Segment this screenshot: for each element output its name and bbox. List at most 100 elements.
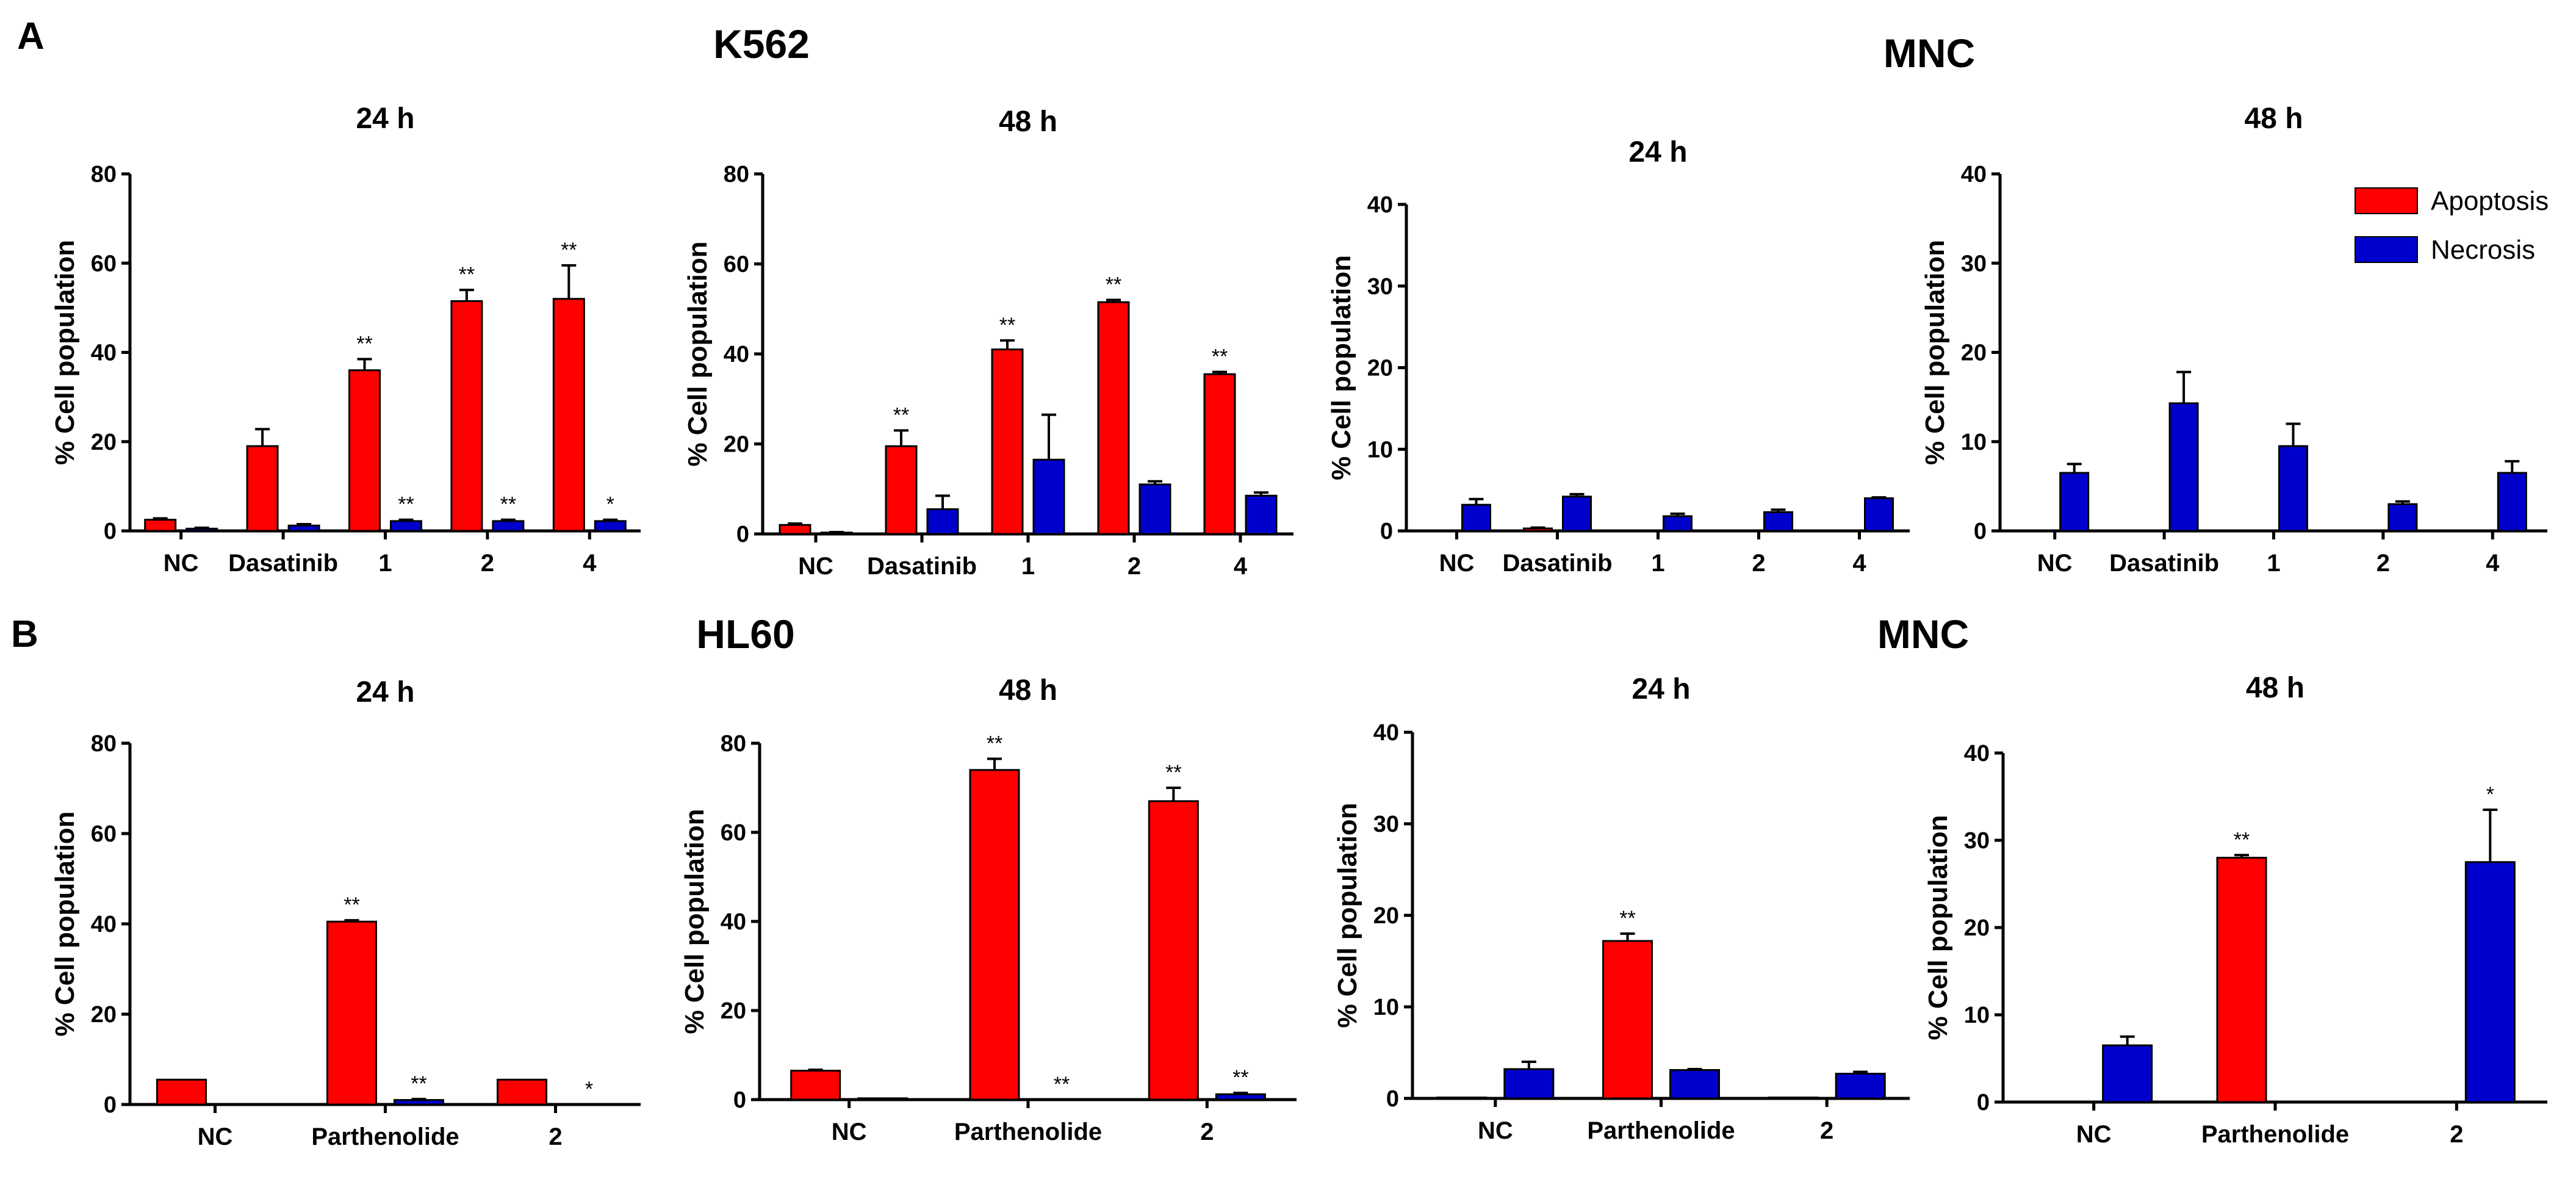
significance-marker: ** bbox=[893, 403, 909, 427]
group-title-k562: K562 bbox=[713, 21, 810, 67]
bar-necrosis bbox=[2464, 861, 2516, 1103]
y-tick-label: 0 bbox=[736, 522, 749, 547]
y-tick-label: 40 bbox=[1964, 741, 1990, 766]
significance-marker: ** bbox=[344, 893, 359, 917]
x-category-label: 2 bbox=[2376, 550, 2390, 577]
y-axis-label: % Cell population bbox=[1920, 240, 1950, 465]
significance-marker: ** bbox=[398, 493, 414, 516]
y-tick-label: 0 bbox=[1974, 519, 1987, 544]
y-axis-label: % Cell population bbox=[1326, 255, 1356, 480]
y-tick-label: 20 bbox=[1964, 915, 1990, 941]
chart-8: 48 h % Cell population 0 10 20 30 40 NC Partheno… bbox=[1923, 672, 2547, 1148]
bar-apoptosis bbox=[326, 920, 377, 1106]
significance-marker: ** bbox=[459, 263, 475, 286]
significance-marker: ** bbox=[1165, 761, 1181, 784]
y-tick-label: 40 bbox=[91, 341, 117, 366]
group-title-hl60: HL60 bbox=[696, 611, 794, 657]
x-category-label: 2 bbox=[549, 1123, 562, 1150]
legend-label-necrosis: Necrosis bbox=[2431, 235, 2535, 265]
chart-title: 48 h bbox=[2246, 672, 2304, 704]
bar-necrosis bbox=[1763, 511, 1793, 532]
bar-necrosis bbox=[2168, 402, 2199, 532]
bar-necrosis bbox=[2497, 472, 2527, 532]
significance-marker: ** bbox=[500, 493, 516, 516]
x-category-label: 2 bbox=[481, 550, 494, 577]
x-category-label: 2 bbox=[1200, 1119, 1214, 1145]
legend: Apoptosis Necrosis bbox=[2355, 186, 2549, 265]
significance-marker: ** bbox=[1619, 907, 1635, 930]
bar-necrosis bbox=[926, 508, 959, 535]
x-category-label: 2 bbox=[1128, 553, 1141, 580]
bar-apoptosis bbox=[1436, 1097, 1488, 1100]
bar-necrosis bbox=[2059, 472, 2090, 532]
y-tick-label: 0 bbox=[733, 1087, 746, 1113]
x-category-label: NC bbox=[798, 553, 833, 580]
x-category-label: 4 bbox=[583, 550, 597, 577]
x-category-label: Parthenolide bbox=[1587, 1117, 1735, 1144]
y-tick-label: 0 bbox=[1380, 519, 1393, 544]
x-category-label: 4 bbox=[2486, 550, 2500, 577]
x-category-label: Dasatinib bbox=[867, 553, 977, 580]
bar-apoptosis bbox=[1768, 1097, 1819, 1100]
bar-necrosis bbox=[2387, 503, 2418, 532]
bar-apoptosis bbox=[1097, 301, 1130, 535]
bar-necrosis bbox=[287, 524, 320, 532]
y-tick-label: 40 bbox=[721, 909, 746, 935]
bar-necrosis bbox=[394, 1099, 444, 1106]
chart-title: 24 h bbox=[356, 676, 414, 708]
y-tick-label: 40 bbox=[1373, 720, 1399, 746]
y-tick-label: 10 bbox=[1367, 437, 1393, 463]
x-category-label: 1 bbox=[2267, 550, 2280, 577]
bar-necrosis bbox=[1669, 1069, 1720, 1100]
y-tick-label: 10 bbox=[1961, 430, 1987, 455]
chart-3: 24 h % Cell population 0 10 20 30 40 NC Dasatini… bbox=[1326, 136, 1910, 577]
bar-apoptosis bbox=[246, 445, 279, 532]
significance-marker: ** bbox=[2234, 828, 2250, 851]
y-tick-label: 20 bbox=[1367, 356, 1393, 381]
bar-necrosis bbox=[1503, 1068, 1555, 1100]
bar-apoptosis bbox=[2216, 857, 2267, 1103]
significance-marker: ** bbox=[1106, 273, 1121, 297]
y-axis-label: % Cell population bbox=[50, 240, 80, 465]
x-category-label: NC bbox=[832, 1119, 867, 1145]
chart-2: 48 h % Cell population 0 20 40 60 80 NC Dasatini… bbox=[683, 106, 1293, 580]
group-title-mnc-b: MNC bbox=[1877, 611, 1969, 657]
y-tick-label: 20 bbox=[1373, 903, 1399, 929]
significance-marker: * bbox=[2486, 783, 2494, 806]
chart-title: 24 h bbox=[1628, 136, 1687, 168]
chart-5: 24 h % Cell population 0 20 40 60 80 NC Partheno… bbox=[50, 676, 641, 1150]
chart-7: 24 h % Cell population 0 10 20 30 40 NC Partheno… bbox=[1333, 673, 1910, 1144]
bar-necrosis bbox=[1139, 483, 1171, 535]
y-axis-label: % Cell population bbox=[1333, 802, 1362, 1028]
x-category-label: NC bbox=[164, 550, 199, 577]
legend-swatch-apoptosis bbox=[2355, 187, 2418, 214]
bar-apoptosis bbox=[450, 300, 483, 532]
y-tick-label: 10 bbox=[1964, 1003, 1990, 1028]
x-category-label: 4 bbox=[1234, 553, 1248, 580]
bar-apoptosis bbox=[790, 1070, 841, 1101]
y-tick-label: 40 bbox=[91, 912, 117, 937]
significance-marker: ** bbox=[999, 314, 1015, 337]
legend-label-apoptosis: Apoptosis bbox=[2431, 186, 2549, 216]
y-tick-label: 30 bbox=[1964, 828, 1990, 854]
group-title-mnc-a: MNC bbox=[1883, 31, 1975, 76]
x-category-label: Parthenolide bbox=[954, 1119, 1102, 1145]
significance-marker: ** bbox=[411, 1072, 426, 1095]
y-tick-label: 30 bbox=[1961, 251, 1987, 276]
significance-marker: ** bbox=[1054, 1073, 1070, 1096]
y-axis-label: % Cell population bbox=[683, 241, 713, 466]
bar-necrosis bbox=[1864, 497, 1894, 532]
y-tick-label: 10 bbox=[1373, 995, 1399, 1020]
significance-marker: * bbox=[606, 493, 614, 516]
y-tick-label: 20 bbox=[721, 998, 746, 1024]
chart-title: 24 h bbox=[1632, 673, 1690, 705]
x-category-label: NC bbox=[198, 1123, 233, 1150]
bar-necrosis bbox=[1835, 1073, 1886, 1100]
x-category-label: 1 bbox=[1021, 553, 1035, 580]
panel-label-a: A bbox=[17, 15, 45, 57]
bar-apoptosis bbox=[991, 348, 1024, 535]
significance-marker: ** bbox=[1232, 1066, 1248, 1089]
chart-title: 48 h bbox=[999, 674, 1057, 707]
y-tick-label: 30 bbox=[1373, 812, 1399, 837]
